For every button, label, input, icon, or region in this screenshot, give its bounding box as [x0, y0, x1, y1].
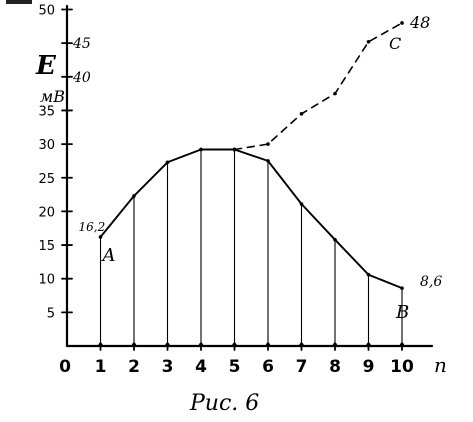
annotation-layer: 16,2 A 8,6 B 48 C — [79, 13, 443, 323]
data-point — [333, 91, 337, 96]
data-point — [400, 286, 404, 290]
data-point — [366, 40, 371, 44]
series-layer — [98, 21, 404, 290]
drop-line-foot — [399, 342, 405, 348]
drop-line-foot — [299, 342, 304, 348]
data-point — [266, 159, 270, 163]
data-point — [232, 147, 237, 152]
y-axis-label: E — [35, 51, 57, 81]
y-tick-label: 20 — [38, 205, 55, 220]
data-point — [98, 235, 103, 239]
drop-line-foot — [332, 342, 338, 348]
annotation-label: 48 — [409, 13, 430, 32]
solid-series-line — [99, 148, 403, 290]
x-tick-label: 5 — [229, 357, 241, 377]
data-point — [299, 112, 304, 116]
x-tick-label: 8 — [329, 357, 341, 377]
annotation-label: 8,6 — [420, 274, 442, 290]
x-tick-label: 9 — [363, 357, 375, 377]
y-tick-label: 10 — [38, 273, 55, 288]
y-tick-label: 35 — [38, 104, 55, 119]
annotation-label: A — [101, 245, 116, 266]
y-tick-label: 30 — [38, 138, 55, 153]
y-tick-label: 50 — [38, 4, 55, 19]
x-tick-label: 0 — [59, 357, 71, 377]
x-tick-label: 6 — [262, 357, 274, 377]
data-point — [299, 202, 304, 206]
x-tick-label: 7 — [296, 357, 308, 377]
annotation-label: B — [395, 302, 409, 323]
y-tick-label: 25 — [38, 172, 55, 187]
drop-line-foot — [232, 342, 237, 348]
drop-line-foot — [265, 342, 271, 348]
figure-caption: Рис. 6 — [189, 391, 259, 416]
drop-lines — [98, 148, 405, 348]
dashed-series-line — [233, 22, 403, 151]
annotation-label: C — [389, 34, 401, 53]
drop-line-foot — [165, 342, 170, 348]
drop-line-foot — [198, 342, 204, 348]
y-tick-label: 45 — [72, 36, 91, 52]
data-point — [199, 147, 203, 152]
data-point — [266, 142, 270, 146]
x-tick-label: 2 — [128, 357, 140, 377]
data-point — [400, 21, 404, 25]
x-tick-label: 4 — [195, 357, 207, 377]
data-point — [165, 160, 170, 165]
x-tick-label: 1 — [95, 357, 107, 377]
y-tick-label: 5 — [47, 306, 55, 321]
y-tick-label: 15 — [38, 239, 55, 254]
data-point — [333, 237, 337, 242]
y-tick-label: 40 — [72, 70, 91, 86]
scan-smudge — [6, 0, 32, 4]
data-point — [366, 272, 371, 277]
data-point — [132, 194, 136, 198]
y-axis-unit: мВ — [40, 87, 65, 106]
drop-line-foot — [131, 342, 137, 348]
drop-line-foot — [366, 342, 371, 348]
x-tick-label: 10 — [390, 357, 414, 377]
annotation-label: 16,2 — [79, 220, 106, 234]
y-ticks: 5 10 15 20 25 30 35 40 45 50 — [38, 4, 90, 322]
x-tick-label: 3 — [162, 357, 174, 377]
x-axis-label: n — [434, 353, 447, 377]
x-ticks: 0 1 2 3 4 5 6 7 8 9 10 — [59, 342, 414, 377]
drop-line-foot — [98, 342, 103, 348]
